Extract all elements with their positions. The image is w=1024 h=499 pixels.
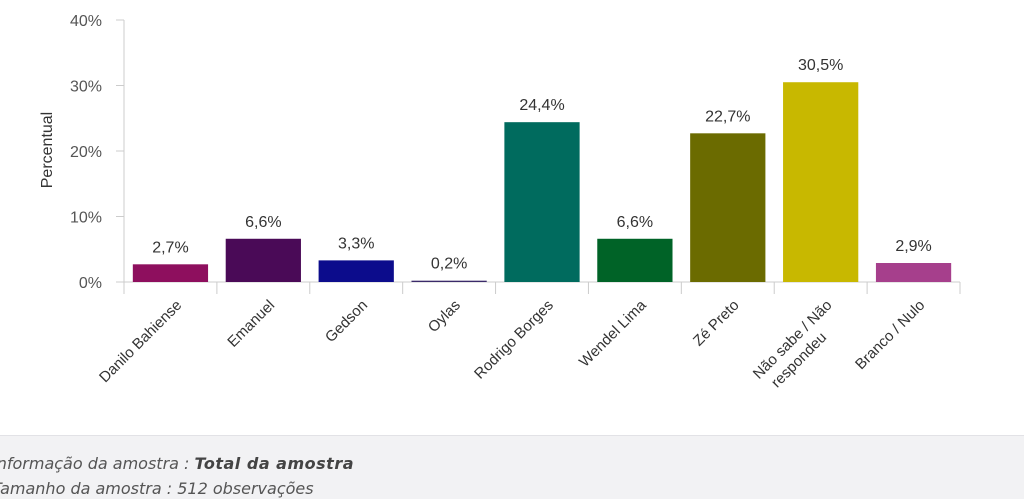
y-axis: 0% 10% 20% 30% 40% <box>70 13 125 292</box>
x-axis <box>123 281 961 294</box>
bar <box>690 133 766 282</box>
data-label: 2,7% <box>152 239 188 256</box>
category-label: Não sabe / Nãorespondeu <box>750 297 849 396</box>
y-tick-label: 10% <box>70 210 102 227</box>
category-label-line: Rodrigo Borges <box>471 297 557 383</box>
bar <box>225 238 301 282</box>
sample-info-label: Informação da amostra : <box>0 454 195 473</box>
data-label: 24,4% <box>519 97 564 114</box>
bar <box>875 263 952 282</box>
bar <box>504 122 580 283</box>
data-label: 0,2% <box>431 256 467 273</box>
category-label-line: Zé Preto <box>690 297 743 350</box>
category-label-line: Wendel Lima <box>576 296 650 370</box>
sample-info-line: Informação da amostra : Total da amostra <box>0 451 1024 476</box>
category-label: Wendel Lima <box>576 296 650 370</box>
category-labels: Danilo Bahiense Emanuel Gedson Oylas Rodrigo… <box>96 296 928 396</box>
bar <box>783 82 859 282</box>
category-label: Danilo Bahiense <box>96 297 185 386</box>
y-tick-label: 30% <box>70 79 102 96</box>
bar-chart: 0% 10% 20% 30% 40% 2,7% 6,6% 3,3% 0,2% 24,4% 6,6%… <box>39 13 961 396</box>
data-label: 2,9% <box>895 238 931 255</box>
data-labels: 2,7% 6,6% 3,3% 0,2% 24,4% 6,6% 22,7% 30,5% 2,9% <box>152 57 932 272</box>
bar <box>132 264 209 282</box>
category-label: Zé Preto <box>690 297 743 350</box>
category-label-line: Gedson <box>322 297 371 346</box>
data-label: 30,5% <box>798 57 843 74</box>
category-label: Oylas <box>425 297 464 336</box>
sample-size-line: Tamanho da amostra : 512 observações <box>0 479 314 498</box>
y-tick-label: 20% <box>70 144 102 161</box>
bars <box>132 82 952 283</box>
data-label: 3,3% <box>338 235 374 252</box>
bar <box>597 238 673 282</box>
category-label: Rodrigo Borges <box>471 297 557 383</box>
data-label: 6,6% <box>617 214 653 231</box>
y-tick-label: 40% <box>70 13 102 30</box>
y-tick-label: 0% <box>79 275 102 292</box>
category-label-line: Oylas <box>425 297 464 336</box>
category-label-line: Danilo Bahiense <box>96 297 185 386</box>
sample-info-value: Total da amostra <box>194 454 354 473</box>
bar <box>411 280 487 282</box>
chart-svg: 0% 10% 20% 30% 40% 2,7% 6,6% 3,3% 0,2% 24,4% 6,6%… <box>39 13 961 396</box>
category-label: Branco / Nulo <box>852 297 928 373</box>
category-label-line: Branco / Nulo <box>852 297 928 373</box>
sample-info-footer: Informação da amostra : Total da amostra… <box>0 435 1024 499</box>
category-label-line: Emanuel <box>224 297 278 351</box>
y-axis-title: Percentual <box>39 112 56 189</box>
bar <box>318 260 394 282</box>
category-label: Gedson <box>322 297 371 346</box>
category-label: Emanuel <box>224 297 278 351</box>
data-label: 6,6% <box>245 214 281 231</box>
data-label: 22,7% <box>705 108 750 125</box>
